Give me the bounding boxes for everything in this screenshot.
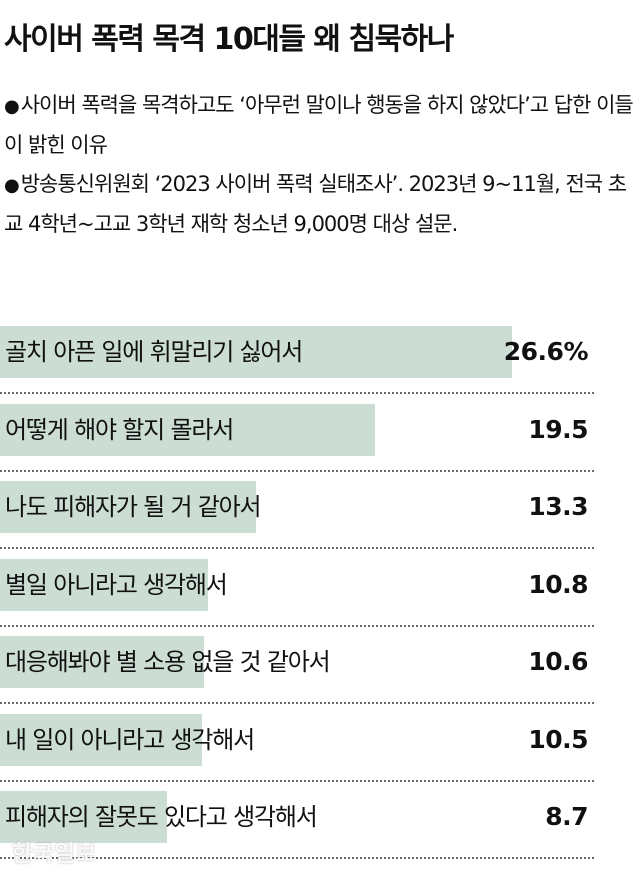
bar-row: 별일 아니라고 생각해서 10.8 (0, 551, 594, 629)
bar (0, 326, 512, 378)
bar (0, 791, 167, 843)
category-label: 골치 아픈 일에 휘말리기 싫어서 (5, 338, 303, 366)
category-label: 나도 피해자가 될 거 같아서 (5, 493, 262, 521)
bar-row: 내 일이 아니라고 생각해서 10.5 (0, 706, 594, 784)
bar (0, 636, 204, 688)
value-label: 10.6 (528, 647, 588, 676)
bar-row: 골치 아픈 일에 휘말리기 싫어서 26.6% (0, 318, 594, 396)
chart-title: 사이버 폭력 목격 10대들 왜 침묵하나 (4, 22, 454, 57)
value-label: 19.5 (528, 414, 588, 444)
note-2: ●방송통신위원회 ‘2023 사이버 폭력 실태조사’. 2023년 9~11월… (4, 165, 634, 244)
note-text: 사이버 폭력을 목격하고도 ‘아무런 말이나 행동을 하지 않았다’고 답한 이… (4, 93, 634, 157)
bar (0, 558, 208, 611)
note-text: 방송통신위원회 ‘2023 사이버 폭력 실태조사’. 2023년 9~11월,… (4, 172, 627, 236)
row-divider (0, 857, 594, 859)
notes: ●사이버 폭력을 목격하고도 ‘아무런 말이나 행동을 하지 않았다’고 답한 … (4, 86, 634, 244)
category-label: 피해자의 잘못도 있다고 생각해서 (5, 803, 318, 831)
category-label: 별일 아니라고 생각해서 (5, 570, 228, 599)
bar-row: 피해자의 잘못도 있다고 생각해서 8.7 (0, 783, 594, 861)
value-label: 8.7 (545, 802, 588, 831)
category-label: 내 일이 아니라고 생각해서 (5, 725, 255, 754)
row-divider (0, 624, 594, 627)
value-label: 10.5 (528, 724, 588, 754)
bar (0, 403, 375, 456)
value-label: 13.3 (528, 492, 588, 521)
bar-row: 대응해봐야 별 소용 없을 것 같아서 10.6 (0, 628, 594, 706)
category-label: 어떻게 해야 할지 몰라서 (5, 415, 234, 444)
bar (0, 713, 202, 766)
publisher-watermark: 한국일보 (12, 842, 97, 867)
bullet-icon: ● (4, 96, 20, 117)
bar-row: 나도 피해자가 될 거 같아서 13.3 (0, 473, 594, 551)
bar-chart: 골치 아픈 일에 휘말리기 싫어서 26.6% 어떻게 해야 할지 몰라서 19.5 나… (0, 318, 640, 861)
row-divider (0, 779, 594, 782)
note-1: ●사이버 폭력을 목격하고도 ‘아무런 말이나 행동을 하지 않았다’고 답한 … (4, 86, 634, 165)
row-divider (0, 702, 594, 704)
bullet-icon: ● (4, 175, 20, 196)
row-divider (0, 469, 594, 472)
value-label: 10.8 (528, 569, 588, 599)
bar (0, 481, 256, 533)
value-label: 26.6% (503, 337, 589, 366)
category-label: 대응해봐야 별 소용 없을 것 같아서 (5, 648, 331, 676)
row-divider (0, 392, 594, 394)
bar-row: 어떻게 해야 할지 몰라서 19.5 (0, 396, 594, 474)
row-divider (0, 547, 594, 549)
